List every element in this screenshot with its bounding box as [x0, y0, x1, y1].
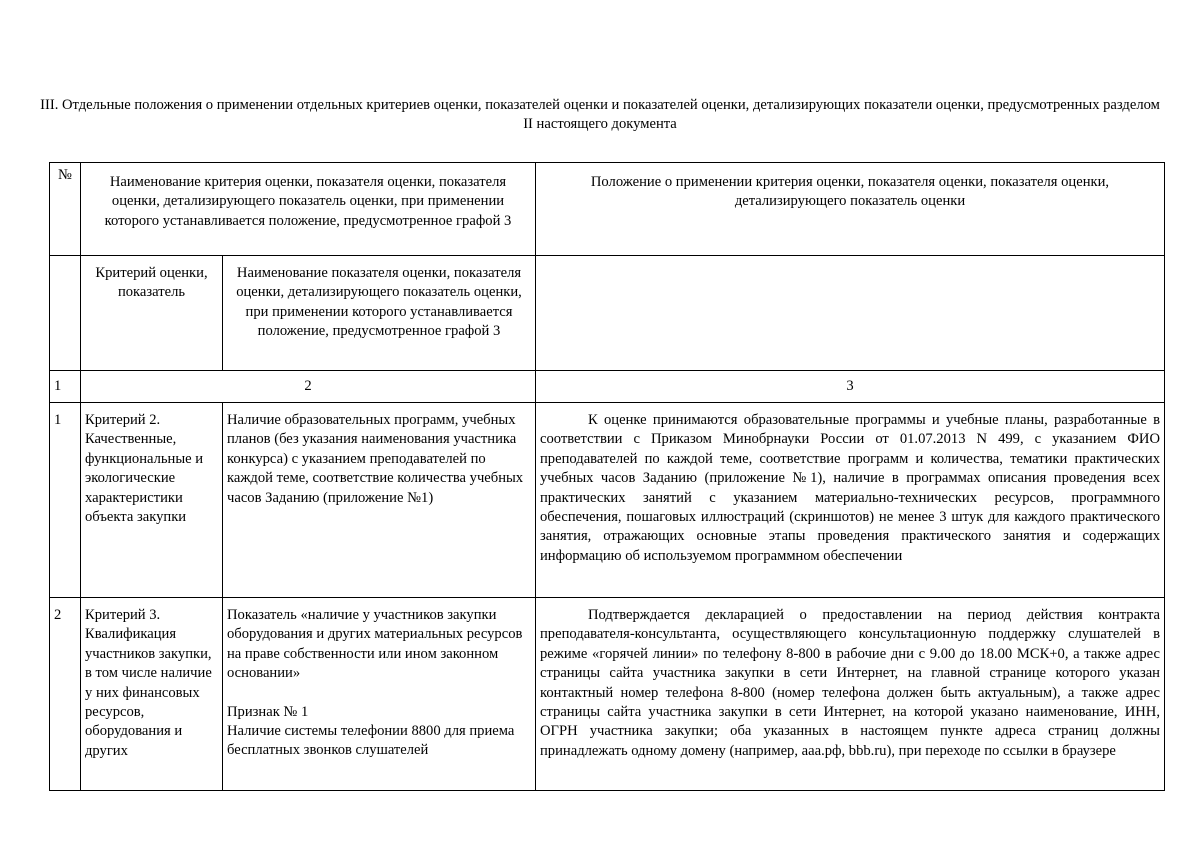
row-position: Подтверждается декларацией о предоставле…	[535, 597, 1165, 791]
sign-text: Наличие системы телефонии 8800 для прием…	[227, 723, 515, 759]
subheader-criterion: Критерий оценки, показатель	[80, 255, 223, 371]
subheader-indicator: Наименование показателя оценки, показате…	[222, 255, 536, 371]
table-subheader-row: Критерий оценки, показатель Наименование…	[49, 255, 1165, 371]
column-numbers-row: 1 2 3	[49, 370, 1165, 403]
header-position: Положение о применении критерия оценки, …	[535, 162, 1165, 256]
row-indicator-cell: Показатель «наличие у участников закупки…	[222, 597, 536, 791]
row-num: 1	[49, 402, 81, 598]
column-number: 1	[49, 370, 81, 403]
row-position: К оценке принимаются образовательные про…	[535, 402, 1165, 598]
criteria-table: № Наименование критерия оценки, показате…	[49, 162, 1165, 791]
header-num: №	[49, 162, 81, 256]
section-title: III. Отдельные положения о применении от…	[40, 97, 1160, 133]
sign-label: Признак № 1	[227, 703, 309, 720]
column-number: 2	[80, 370, 536, 403]
table-row: 2 Критерий 3. Квалификация участников за…	[49, 597, 1165, 791]
header-name: Наименование критерия оценки, показателя…	[80, 162, 536, 256]
table-header-row: № Наименование критерия оценки, показате…	[49, 162, 1165, 256]
table-row: 1 Критерий 2. Качественные, функциональн…	[49, 402, 1165, 598]
row-indicator: Показатель «наличие у участников закупки…	[227, 607, 523, 682]
row-num: 2	[49, 597, 81, 791]
row-criterion: Критерий 3. Квалификация участников заку…	[80, 597, 223, 791]
row-indicator: Наличие образовательных программ, учебны…	[222, 402, 536, 598]
row-criterion: Критерий 2. Качественные, функциональные…	[80, 402, 223, 598]
column-number: 3	[535, 370, 1165, 403]
